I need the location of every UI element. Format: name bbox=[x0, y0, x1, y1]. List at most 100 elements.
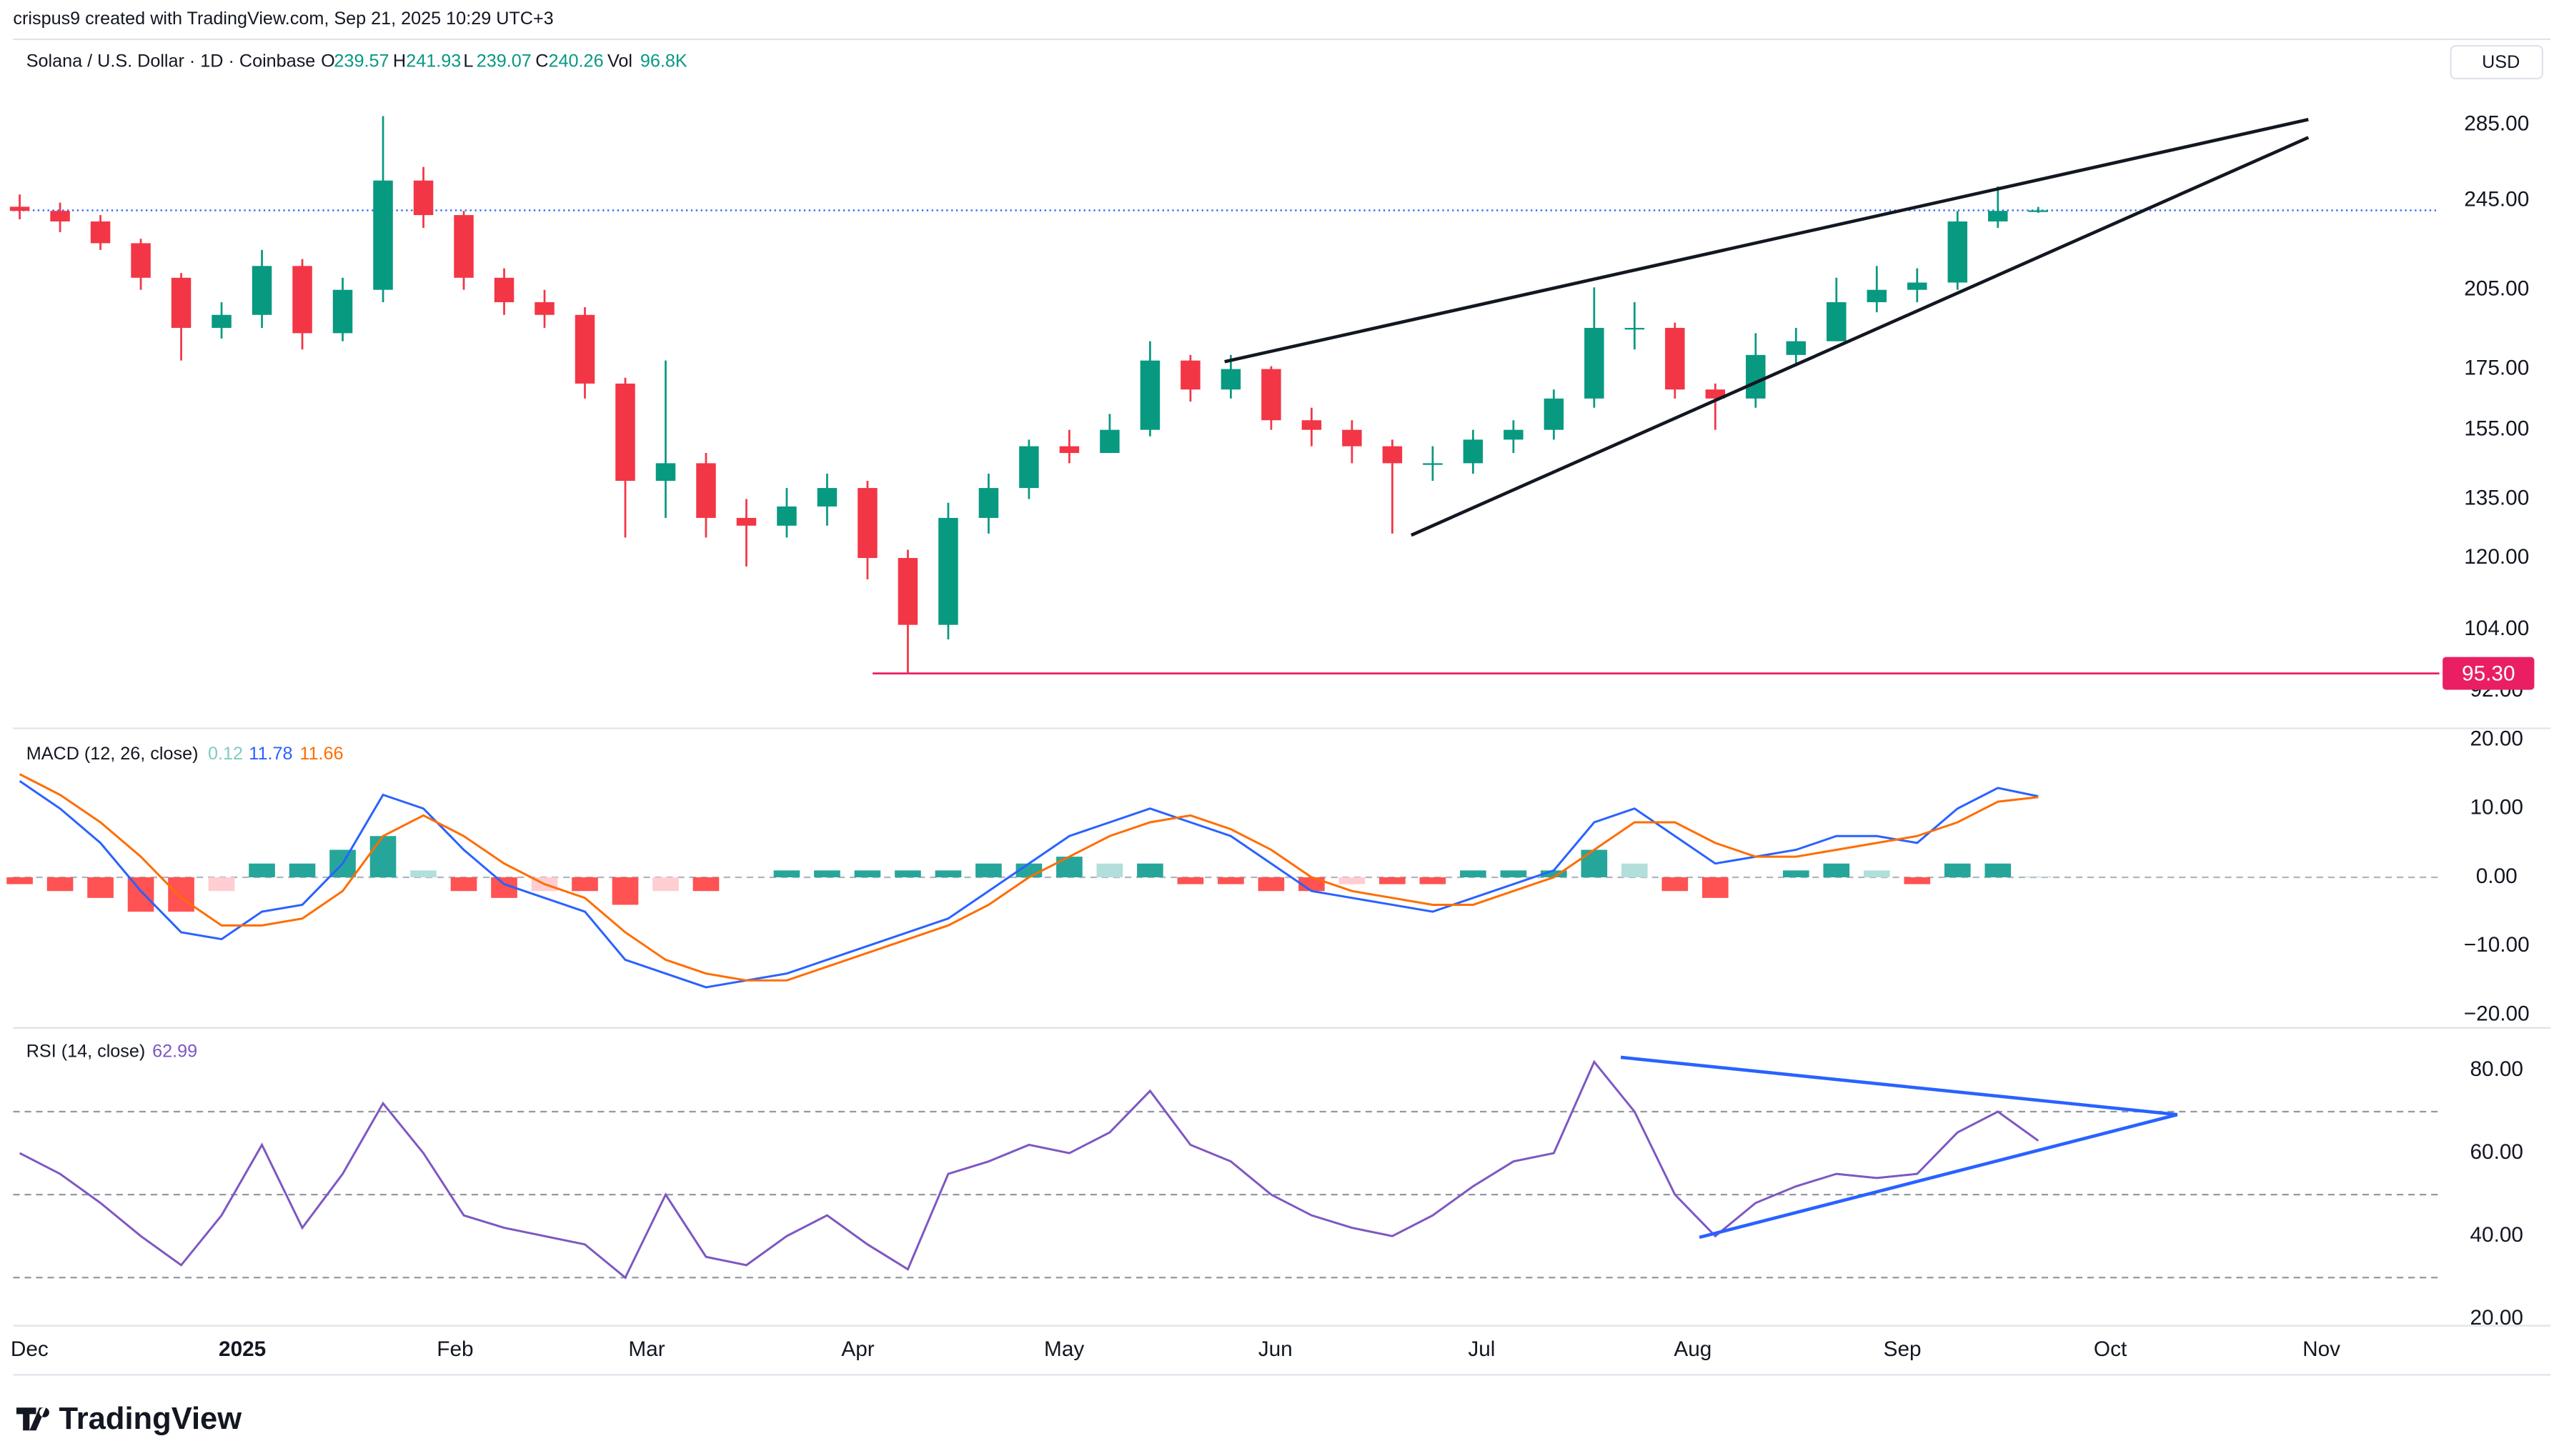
candle-body bbox=[1705, 389, 1726, 399]
y-tick-label: 60.00 bbox=[2470, 1140, 2523, 1164]
candle-body bbox=[332, 289, 353, 334]
y-tick-label: 155.00 bbox=[2464, 417, 2529, 441]
x-tick-label: Feb bbox=[437, 1337, 473, 1361]
histogram-bar bbox=[1379, 877, 1406, 884]
x-tick-label: May bbox=[1044, 1337, 1084, 1361]
candle-body bbox=[1867, 289, 1887, 302]
histogram-bar bbox=[1338, 877, 1366, 884]
x-tick-label: 2025 bbox=[219, 1337, 266, 1361]
histogram-bar bbox=[1177, 877, 1204, 884]
histogram-bar bbox=[692, 877, 720, 892]
y-tick-label: 135.00 bbox=[2464, 486, 2529, 509]
histogram-bar bbox=[168, 877, 194, 912]
candle-body bbox=[777, 506, 797, 526]
candle-body bbox=[1504, 429, 1524, 440]
candle-body bbox=[1100, 429, 1120, 454]
candle-body bbox=[1947, 221, 1968, 283]
histogram-bar bbox=[410, 870, 437, 877]
histogram-bar bbox=[612, 877, 639, 905]
histogram-bar bbox=[773, 870, 800, 877]
histogram-bar bbox=[6, 877, 33, 884]
candle-body bbox=[1584, 327, 1604, 399]
histogram-bar bbox=[895, 870, 921, 877]
ohlc-value: 240.26 bbox=[549, 51, 604, 71]
x-tick-label: Nov bbox=[2302, 1337, 2340, 1361]
histogram-bar bbox=[854, 870, 881, 877]
candle-body bbox=[1544, 398, 1564, 430]
histogram-bar bbox=[1701, 877, 1729, 898]
logo: TradingView bbox=[16, 1402, 242, 1436]
currency-box[interactable] bbox=[2450, 45, 2544, 80]
histogram-bar bbox=[1258, 877, 1285, 892]
candle-body bbox=[2028, 210, 2049, 212]
x-tick-label: Jun bbox=[1258, 1337, 1293, 1361]
volume-key: Vol bbox=[607, 51, 632, 71]
histogram-bar bbox=[975, 863, 1002, 877]
ohlc-key: O bbox=[321, 51, 335, 71]
histogram-bar bbox=[1056, 857, 1083, 877]
candle-body bbox=[454, 215, 474, 278]
candle-body bbox=[1019, 446, 1039, 489]
candle-body bbox=[1059, 446, 1080, 454]
wedge-upper-line bbox=[1224, 118, 2309, 364]
candle-body bbox=[1423, 463, 1443, 465]
candle-body bbox=[9, 206, 30, 211]
candle-body bbox=[696, 463, 716, 518]
y-tick-label: 40.00 bbox=[2470, 1223, 2523, 1247]
support-badge bbox=[2443, 657, 2535, 690]
histogram-bar bbox=[1419, 877, 1446, 884]
volume-value: 96.8K bbox=[640, 51, 687, 71]
histogram-bar bbox=[572, 877, 598, 892]
y-tick-label: 20.00 bbox=[2470, 727, 2523, 750]
x-tick-label: Aug bbox=[1674, 1337, 1711, 1361]
histogram-bar bbox=[127, 877, 154, 912]
ohlc-key: C bbox=[535, 51, 548, 71]
candle-body bbox=[292, 266, 312, 334]
candle-body bbox=[1624, 327, 1645, 330]
ohlc-key: L bbox=[463, 51, 473, 71]
logo-icon bbox=[16, 1407, 49, 1431]
x-tick-label: Jul bbox=[1468, 1337, 1495, 1361]
candle-body bbox=[1221, 369, 1241, 390]
histogram-bar bbox=[289, 863, 316, 877]
y-tick-label: 175.00 bbox=[2464, 356, 2529, 379]
candle-body bbox=[938, 517, 958, 625]
candle-body bbox=[898, 558, 918, 625]
histogram-bar bbox=[935, 870, 962, 877]
candle-body bbox=[1342, 429, 1362, 447]
candle-body bbox=[1301, 420, 1322, 430]
plot-layer: 285.00 245.00 205.00 175.00 155.00 135.00 120.… bbox=[6, 51, 2535, 1361]
candle-body bbox=[736, 517, 757, 526]
histogram-bar bbox=[652, 877, 679, 892]
y-tick-label: 80.00 bbox=[2470, 1057, 2523, 1081]
candle-body bbox=[1988, 211, 2008, 221]
x-tick-label: Oct bbox=[2094, 1337, 2127, 1361]
candle-body bbox=[1181, 360, 1201, 390]
histogram-bar bbox=[1661, 877, 1689, 892]
histogram-bar bbox=[814, 870, 840, 877]
candle-body bbox=[90, 221, 111, 244]
y-tick-label: 104.00 bbox=[2464, 617, 2529, 640]
candle-body bbox=[1261, 369, 1281, 421]
rsi-trend-upper bbox=[1620, 1055, 2178, 1117]
histogram-bar bbox=[208, 877, 235, 892]
histogram-bar bbox=[1782, 870, 1809, 877]
histogram-bar bbox=[1500, 870, 1527, 877]
indicator-title: MACD (12, 26, close) bbox=[26, 744, 199, 764]
histogram-bar bbox=[1218, 877, 1244, 884]
y-tick-label: 20.00 bbox=[2470, 1306, 2523, 1330]
candle-body bbox=[817, 488, 838, 507]
candle-body bbox=[655, 463, 676, 481]
candle-body bbox=[858, 488, 878, 559]
candle-body bbox=[131, 243, 151, 278]
candle-body bbox=[1746, 354, 1766, 399]
macd-line bbox=[19, 780, 2039, 989]
currency: USD bbox=[2482, 52, 2520, 72]
histogram-bar bbox=[1581, 849, 1608, 877]
indicator-value: 62.99 bbox=[152, 1042, 197, 1062]
histogram-bar bbox=[1541, 870, 1567, 877]
candle-body bbox=[1827, 301, 1847, 341]
y-tick-label: 205.00 bbox=[2464, 277, 2529, 301]
candle-body bbox=[494, 277, 515, 302]
